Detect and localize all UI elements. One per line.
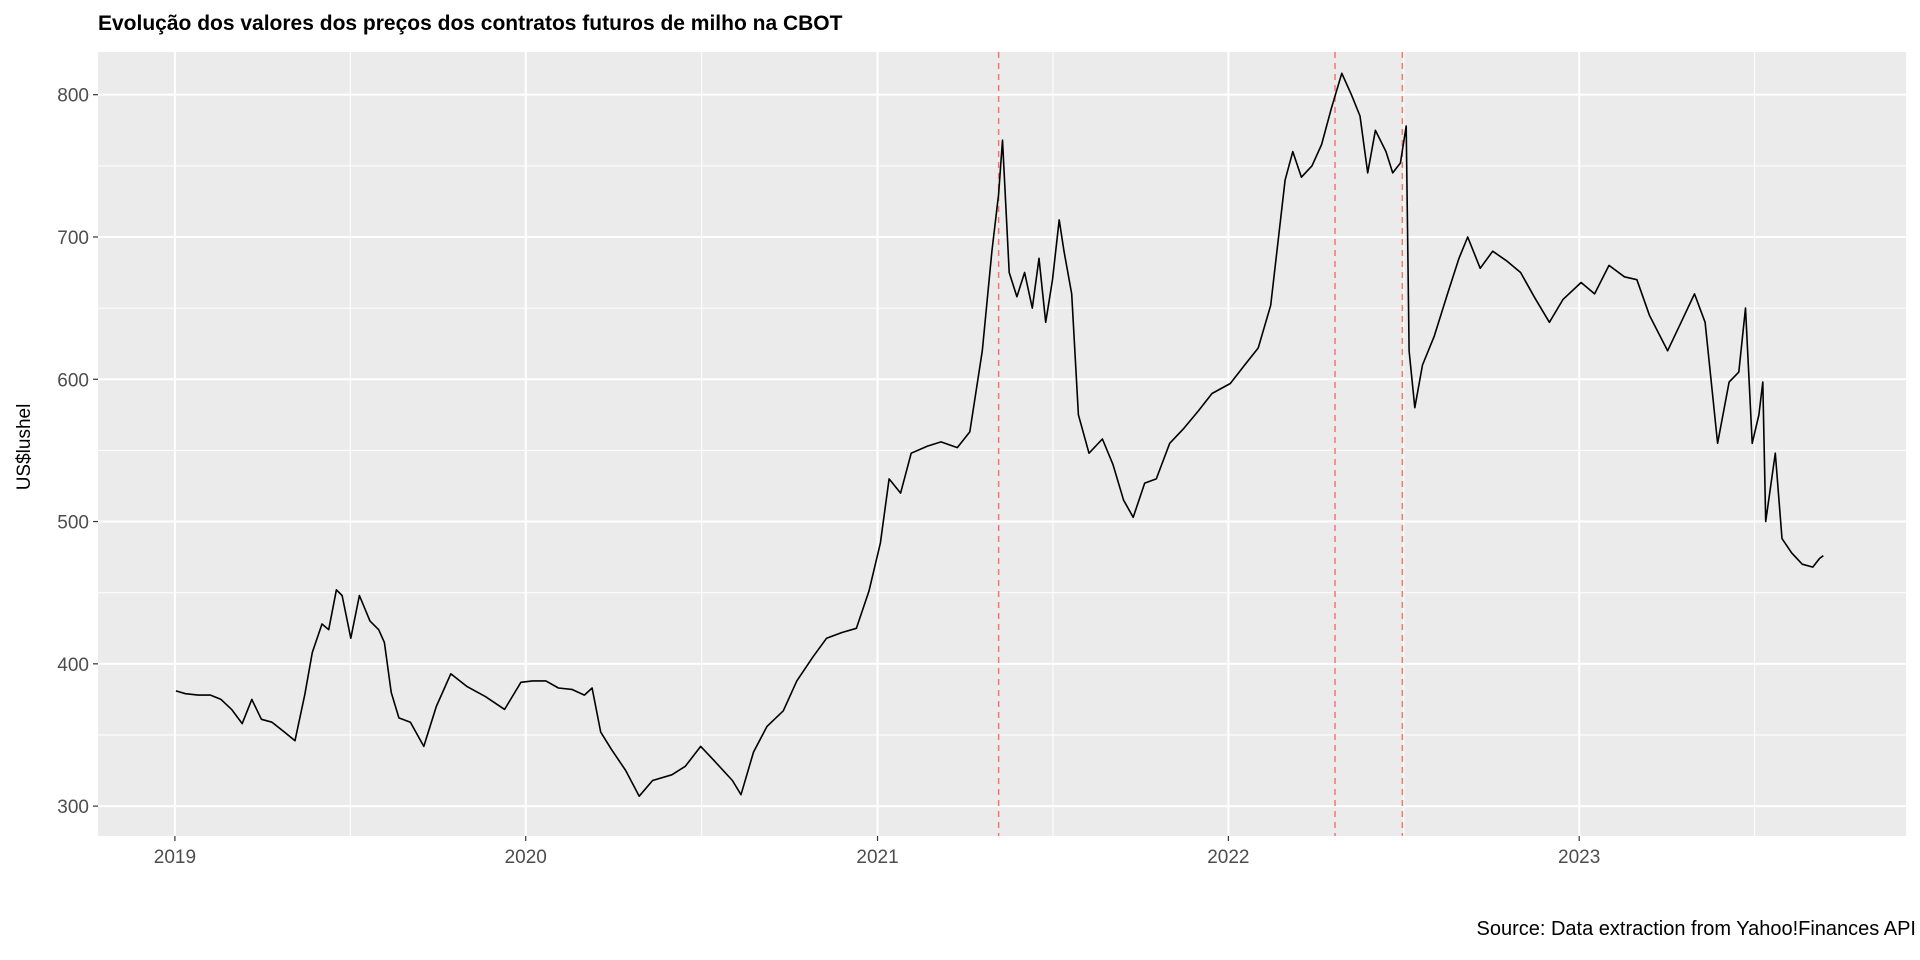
y-tick-label: 400 bbox=[57, 655, 89, 676]
y-tick-label: 600 bbox=[57, 370, 89, 391]
chart-caption: Source: Data extraction from Yahoo!Finan… bbox=[1476, 918, 1917, 940]
x-tick-label: 2019 bbox=[154, 847, 196, 868]
plot-panel bbox=[98, 52, 1906, 836]
chart-title: Evolução dos valores dos preços dos cont… bbox=[98, 12, 843, 35]
y-tick-label: 700 bbox=[57, 228, 89, 249]
x-tick-label: 2022 bbox=[1207, 847, 1249, 868]
x-tick-label: 2020 bbox=[505, 847, 547, 868]
price-series-line bbox=[175, 72, 1824, 797]
x-tick-label: 2023 bbox=[1558, 847, 1600, 868]
y-tick-label: 500 bbox=[57, 513, 89, 534]
y-tick-label: 300 bbox=[57, 797, 89, 818]
y-tick-label: 800 bbox=[57, 86, 89, 107]
x-tick-label: 2021 bbox=[856, 847, 898, 868]
